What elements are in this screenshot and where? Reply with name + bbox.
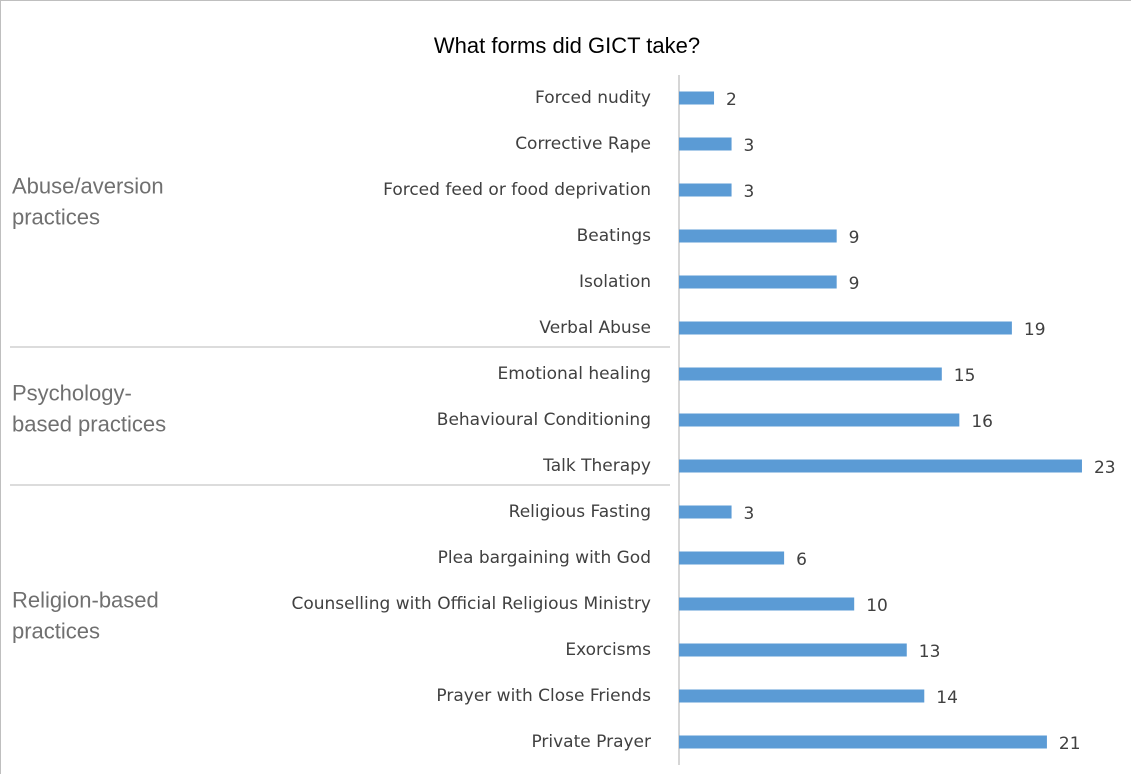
group-label: practices <box>12 204 100 229</box>
bar <box>679 183 732 197</box>
category-label: Talk Therapy <box>542 456 651 476</box>
data-label: 16 <box>971 412 993 432</box>
data-label: 3 <box>744 182 755 202</box>
bar <box>679 735 1047 749</box>
group-label: practices <box>12 618 100 643</box>
data-label: 2 <box>726 90 737 110</box>
bar <box>679 367 942 381</box>
bar <box>679 275 837 289</box>
data-label: 14 <box>936 688 958 708</box>
data-label: 23 <box>1094 458 1116 478</box>
category-label: Forced nudity <box>535 88 651 108</box>
bar <box>679 643 907 657</box>
bar <box>679 597 855 611</box>
group-label: based practices <box>12 411 166 436</box>
bar <box>679 551 785 565</box>
bar <box>679 321 1012 335</box>
data-label: 6 <box>796 550 807 570</box>
bar <box>679 137 732 151</box>
bar <box>679 229 837 243</box>
category-label: Behavioural Conditioning <box>437 410 651 430</box>
category-label: Isolation <box>579 272 651 292</box>
data-label: 3 <box>744 136 755 156</box>
category-label: Exorcisms <box>565 640 651 660</box>
category-label: Beatings <box>577 226 651 246</box>
data-label: 10 <box>866 596 888 616</box>
bar <box>679 91 715 105</box>
category-label: Emotional healing <box>498 364 651 384</box>
data-label: 19 <box>1024 320 1046 340</box>
bar <box>679 413 960 427</box>
data-label: 15 <box>954 366 976 386</box>
category-label: Plea bargaining with God <box>438 548 651 568</box>
bar <box>679 459 1082 473</box>
group-label: Abuse/aversion <box>12 173 164 198</box>
category-label: Forced feed or food deprivation <box>383 180 651 200</box>
category-label: Counselling with Official Religious Mini… <box>291 594 651 614</box>
data-label: 9 <box>849 228 860 248</box>
data-label: 9 <box>849 274 860 294</box>
data-label: 3 <box>744 504 755 524</box>
bar <box>679 689 925 703</box>
category-label: Religious Fasting <box>509 502 651 522</box>
category-label: Private Prayer <box>531 732 651 752</box>
category-label: Corrective Rape <box>515 134 651 154</box>
category-label: Verbal Abuse <box>539 318 651 338</box>
data-label: 21 <box>1059 734 1081 754</box>
group-label: Psychology- <box>12 380 132 405</box>
chart-title: What forms did GICT take? <box>434 33 700 58</box>
data-label: 13 <box>919 642 941 662</box>
group-label: Religion-based <box>12 587 159 612</box>
bar <box>679 505 732 519</box>
category-label: Prayer with Close Friends <box>436 686 651 706</box>
